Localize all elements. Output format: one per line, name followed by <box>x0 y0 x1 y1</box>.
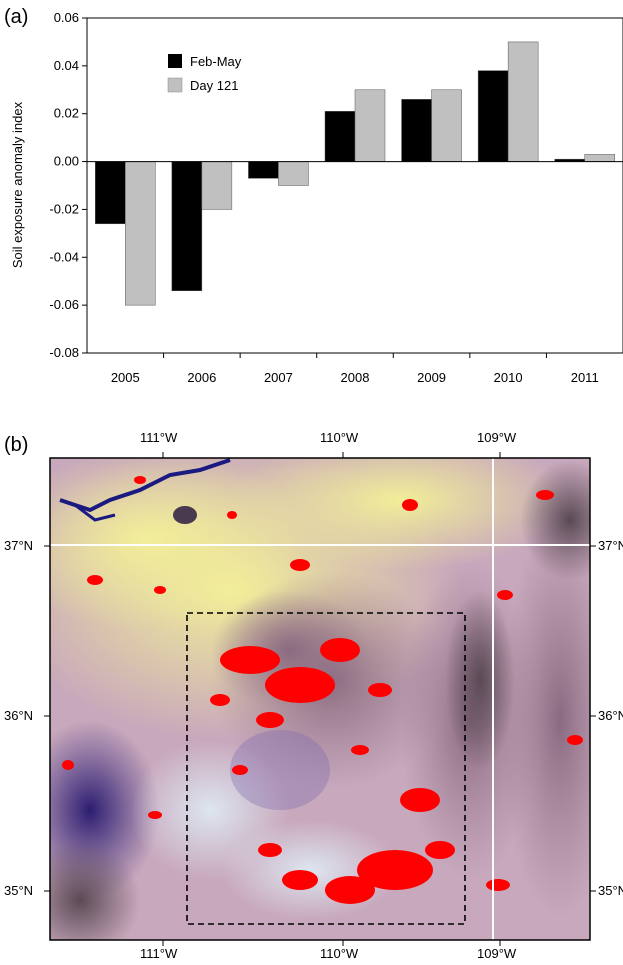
plot-frame <box>86 17 623 354</box>
x-tick-label-2008: 2008 <box>341 370 370 385</box>
satellite-map-panel: 111°W 110°W 109°W 111°W 110°W 109°W 37°N… <box>0 420 623 965</box>
top-lon-label-111w: 111°W <box>140 430 178 445</box>
bar-day-121-2005 <box>125 161 156 306</box>
left-lat-label-37n: 37°N <box>4 538 34 553</box>
x-tick-label-2007: 2007 <box>264 370 293 385</box>
left-lat-label-36n: 36°N <box>4 708 34 723</box>
y-tick-label: 0.04 <box>54 58 79 73</box>
right-lat-label-37n: 37°N <box>598 538 623 553</box>
map-imagery <box>50 458 590 940</box>
bar-feb-may-2008 <box>324 111 356 162</box>
y-tick-label: -0.02 <box>49 201 79 216</box>
exposed-soil-patches <box>62 476 583 904</box>
right-lat-label-35n: 35°N <box>598 883 623 898</box>
right-lat-label-36n: 36°N <box>598 708 623 723</box>
y-tick-label: 0.06 <box>54 10 79 25</box>
satellite-map <box>44 452 596 946</box>
x-tick-label-2005: 2005 <box>111 370 140 385</box>
y-tick-label: 0.02 <box>54 106 79 121</box>
bar-chart: -0.08 -0.06 -0.04 -0.02 0.00 0.02 0.04 0.06 200… <box>10 10 623 385</box>
y-tick-label: -0.08 <box>49 345 79 360</box>
bar-day-121-2011 <box>584 154 615 162</box>
legend-label-day-121: Day 121 <box>190 78 238 93</box>
y-tick-label: -0.04 <box>49 249 79 264</box>
study-area-box <box>186 612 466 925</box>
bar-day-121-2010 <box>507 41 539 162</box>
y-tick-label: 0.00 <box>54 154 79 169</box>
x-tick-label-2006: 2006 <box>187 370 216 385</box>
bar-feb-may-2005 <box>95 161 126 225</box>
bottom-lon-label-109w: 109°W <box>477 946 517 961</box>
y-tick-label: -0.06 <box>49 297 79 312</box>
y-axis-label: Soil exposure anomaly index <box>10 101 25 268</box>
x-tick-label-2010: 2010 <box>494 370 523 385</box>
legend: Feb-May Day 121 <box>167 54 242 93</box>
bottom-lon-label-110w: 110°W <box>320 946 359 961</box>
bar-day-121-2008 <box>354 89 386 162</box>
bottom-lon-label-111w: 111°W <box>140 946 178 961</box>
bar-feb-may-2009 <box>401 99 432 162</box>
bar-day-121-2006 <box>201 161 233 210</box>
x-tick-label-2011: 2011 <box>571 370 599 385</box>
map-frame <box>49 457 591 941</box>
bar-feb-may-2006 <box>171 161 203 292</box>
legend-swatch-day-121 <box>167 77 183 93</box>
bar-feb-may-2007 <box>248 161 279 179</box>
panel-a-label: (a) <box>4 6 29 28</box>
panel-b-label: (b) <box>4 434 29 456</box>
left-lat-label-35n: 35°N <box>4 883 34 898</box>
bar-day-121-2007 <box>278 161 309 186</box>
top-lon-label-110w: 110°W <box>320 430 359 445</box>
top-lon-label-109w: 109°W <box>477 430 517 445</box>
legend-label-feb-may: Feb-May <box>190 54 242 69</box>
x-tick-label-2009: 2009 <box>417 370 446 385</box>
bar-day-121-2009 <box>431 89 462 162</box>
legend-swatch-feb-may <box>168 54 182 68</box>
bar-feb-may-2010 <box>477 70 509 162</box>
